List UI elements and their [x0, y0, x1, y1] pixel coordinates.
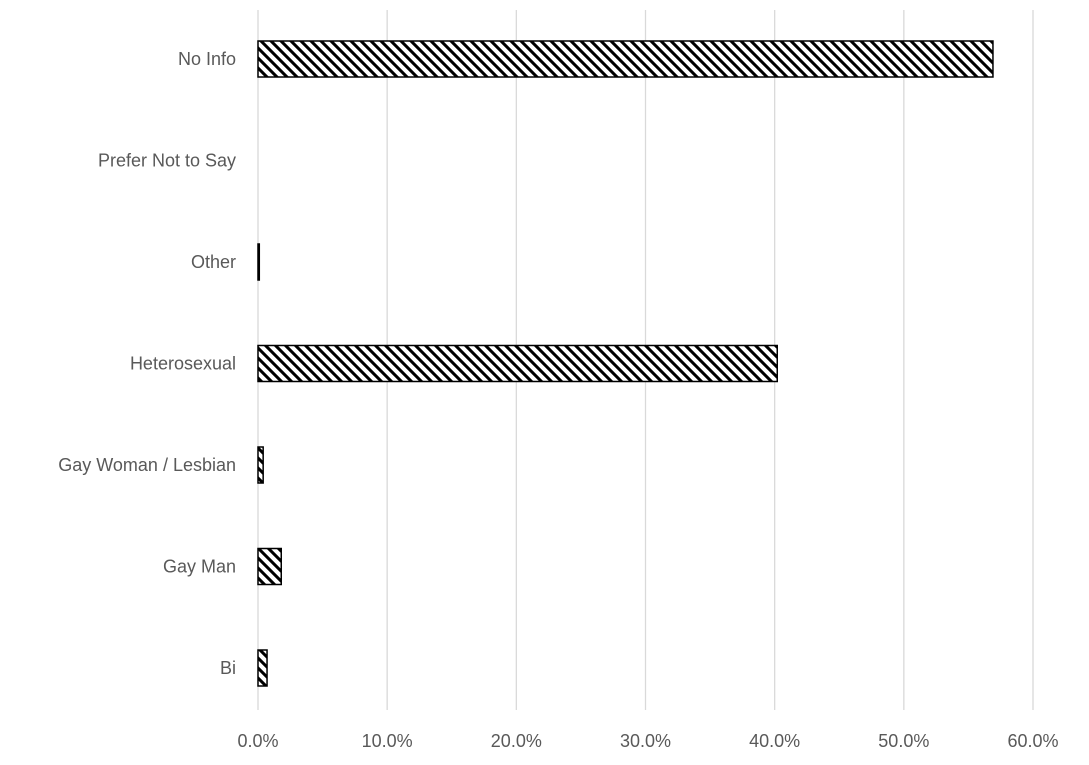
- x-tick-label: 40.0%: [749, 731, 800, 751]
- x-tick-label: 60.0%: [1007, 731, 1058, 751]
- category-label: Gay Woman / Lesbian: [58, 455, 236, 475]
- category-label: Other: [191, 252, 236, 272]
- bars: [257, 40, 994, 687]
- category-label: Gay Man: [163, 557, 236, 577]
- x-tick-label: 0.0%: [237, 731, 278, 751]
- x-tick-label: 50.0%: [878, 731, 929, 751]
- bar: [257, 40, 994, 78]
- category-labels: No Info Prefer Not to Say Other Heterosexua…: [58, 49, 236, 678]
- bar: [257, 649, 268, 687]
- category-label: Bi: [220, 658, 236, 678]
- bar: [257, 547, 282, 586]
- x-tick-label: 10.0%: [362, 731, 413, 751]
- bar: [257, 446, 264, 484]
- category-label: Heterosexual: [130, 354, 236, 374]
- bar: [257, 344, 778, 383]
- x-tick-label: 30.0%: [620, 731, 671, 751]
- category-label: No Info: [178, 49, 236, 69]
- x-tick-labels: 0.0% 10.0% 20.0% 30.0% 40.0% 50.0% 60.0%: [237, 731, 1058, 751]
- bar: [257, 243, 261, 281]
- category-label: Prefer Not to Say: [98, 151, 236, 171]
- x-tick-label: 20.0%: [491, 731, 542, 751]
